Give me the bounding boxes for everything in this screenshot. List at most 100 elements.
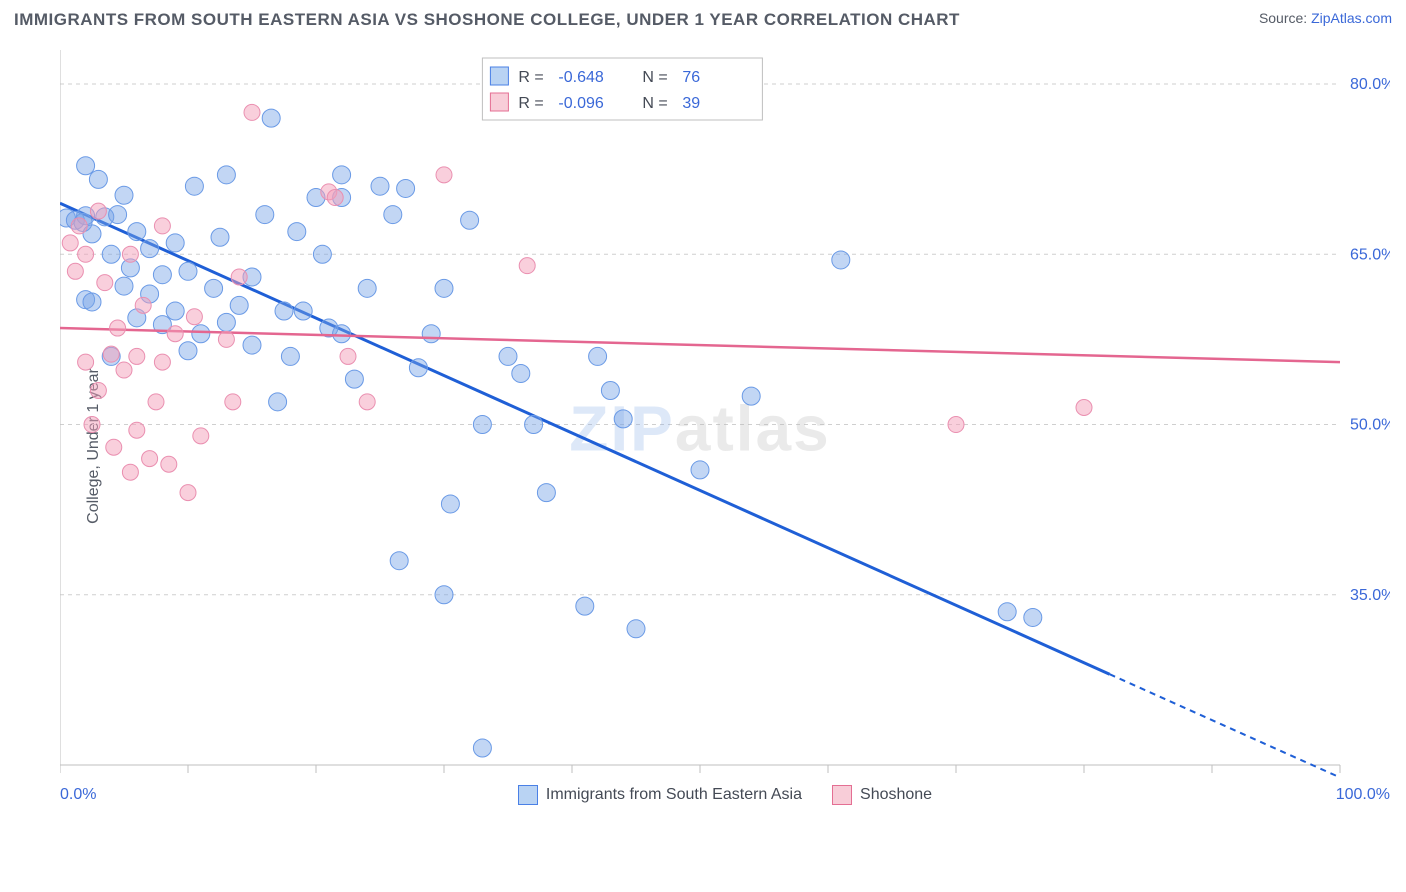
data-point	[601, 381, 619, 399]
stats-legend: R = -0.648N = 76R = -0.096N = 39	[482, 58, 762, 120]
data-point	[435, 586, 453, 604]
data-point	[179, 262, 197, 280]
source-label: Source: ZipAtlas.com	[1259, 10, 1392, 26]
data-point	[78, 246, 94, 262]
data-point	[589, 347, 607, 365]
data-point	[218, 331, 234, 347]
data-point	[576, 597, 594, 615]
data-point	[135, 297, 151, 313]
data-point	[537, 484, 555, 502]
svg-text:-0.096: -0.096	[558, 95, 603, 112]
x-max-label: 100.0%	[1310, 786, 1390, 804]
data-point	[141, 240, 159, 258]
data-point	[217, 166, 235, 184]
legend-item-series-a: Immigrants from South Eastern Asia	[518, 785, 802, 805]
svg-text:39: 39	[682, 95, 700, 112]
data-point	[180, 485, 196, 501]
data-point	[1076, 400, 1092, 416]
data-point	[340, 348, 356, 364]
data-point	[256, 206, 274, 224]
data-point	[422, 325, 440, 343]
y-tick-label: 65.0%	[1350, 246, 1390, 263]
data-point	[103, 346, 119, 362]
data-point	[205, 279, 223, 297]
data-point	[281, 347, 299, 365]
data-point	[154, 218, 170, 234]
data-point	[333, 166, 351, 184]
data-point	[122, 464, 138, 480]
svg-text:R =: R =	[518, 69, 543, 86]
data-point	[1024, 608, 1042, 626]
data-point	[948, 417, 964, 433]
data-point	[185, 177, 203, 195]
data-point	[294, 302, 312, 320]
data-point	[371, 177, 389, 195]
data-point	[77, 157, 95, 175]
data-point	[115, 186, 133, 204]
legend-swatch-icon	[490, 67, 508, 85]
data-point	[90, 382, 106, 398]
data-point	[186, 309, 202, 325]
data-point	[102, 245, 120, 263]
data-point	[97, 275, 113, 291]
data-point	[231, 269, 247, 285]
x-min-label: 0.0%	[60, 786, 140, 804]
data-point	[742, 387, 760, 405]
data-point	[71, 218, 87, 234]
data-point	[148, 394, 164, 410]
data-point	[691, 461, 709, 479]
data-point	[128, 223, 146, 241]
svg-text:N =: N =	[642, 69, 667, 86]
data-point	[167, 326, 183, 342]
chart-title: IMMIGRANTS FROM SOUTH EASTERN ASIA VS SH…	[14, 10, 960, 30]
data-point	[313, 245, 331, 263]
data-point	[288, 223, 306, 241]
data-point	[262, 109, 280, 127]
legend-label-b: Shoshone	[860, 786, 932, 804]
data-point	[89, 170, 107, 188]
y-tick-label: 50.0%	[1350, 417, 1390, 434]
data-point	[67, 263, 83, 279]
data-point	[90, 203, 106, 219]
legend-swatch-icon	[832, 785, 852, 805]
data-point	[627, 620, 645, 638]
chart-area: 35.0%50.0%65.0%80.0%ZIPatlasR = -0.648N …	[60, 50, 1390, 810]
data-point	[129, 348, 145, 364]
data-point	[614, 410, 632, 428]
data-point	[225, 394, 241, 410]
data-point	[832, 251, 850, 269]
data-point	[473, 739, 491, 757]
data-point	[243, 336, 261, 354]
data-point	[122, 246, 138, 262]
data-point	[192, 325, 210, 343]
data-point	[512, 364, 530, 382]
data-point	[333, 325, 351, 343]
data-point	[345, 370, 363, 388]
data-point	[519, 258, 535, 274]
source-prefix: Source:	[1259, 10, 1311, 26]
legend-item-series-b: Shoshone	[832, 785, 932, 805]
data-point	[397, 179, 415, 197]
data-point	[110, 320, 126, 336]
data-point	[129, 422, 145, 438]
svg-text:-0.648: -0.648	[558, 69, 603, 86]
data-point	[473, 416, 491, 434]
svg-text:R =: R =	[518, 95, 543, 112]
data-point	[153, 266, 171, 284]
source-link[interactable]: ZipAtlas.com	[1311, 10, 1392, 26]
data-point	[78, 354, 94, 370]
data-point	[83, 293, 101, 311]
data-point	[244, 104, 260, 120]
data-point	[84, 417, 100, 433]
regression-line-extrapolated	[1110, 674, 1340, 777]
data-point	[461, 211, 479, 229]
data-point	[327, 190, 343, 206]
data-point	[116, 362, 132, 378]
data-point	[275, 302, 293, 320]
legend-swatch-icon	[490, 93, 508, 111]
series-legend: Immigrants from South Eastern Asia Shosh…	[518, 785, 932, 805]
data-point	[106, 439, 122, 455]
data-point	[161, 456, 177, 472]
data-point	[217, 313, 235, 331]
legend-label-a: Immigrants from South Eastern Asia	[546, 786, 802, 804]
